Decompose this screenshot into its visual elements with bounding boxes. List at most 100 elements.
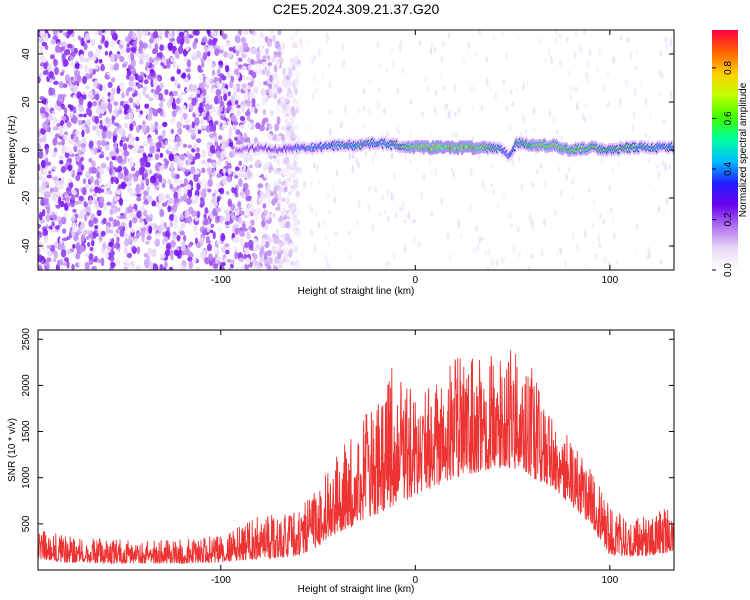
noise-speckle	[136, 197, 142, 202]
noise-speckle	[135, 125, 140, 133]
noise-speckle	[199, 74, 204, 80]
noise-speckle	[187, 154, 194, 160]
noise-speckle	[266, 197, 271, 206]
noise-speckle	[261, 96, 267, 106]
faint-speckle	[313, 163, 316, 169]
noise-speckle	[218, 159, 222, 166]
faint-speckle	[531, 182, 535, 188]
faint-speckle	[387, 215, 390, 222]
noise-speckle	[130, 189, 135, 197]
noise-speckle	[219, 100, 225, 107]
faint-speckle	[503, 253, 507, 262]
faint-speckle	[635, 249, 638, 257]
noise-speckle	[111, 87, 116, 95]
noise-speckle	[191, 209, 197, 217]
faint-speckle	[619, 35, 623, 42]
noise-speckle	[52, 30, 59, 36]
faint-speckle	[378, 62, 382, 69]
noise-speckle	[205, 236, 211, 241]
faint-speckle	[351, 165, 355, 174]
noise-speckle	[124, 122, 128, 129]
noise-speckle	[55, 225, 60, 230]
noise-speckle	[55, 44, 61, 53]
spectrogram-axes: -100 0 100 -40 -20 0 20 40	[21, 30, 674, 286]
noise-speckle	[208, 253, 213, 261]
noise-speckle	[108, 241, 114, 247]
faint-speckle	[665, 197, 669, 205]
noise-speckle	[245, 257, 251, 265]
noise-speckle	[212, 38, 217, 46]
faint-speckle	[634, 66, 637, 71]
noise-speckle	[59, 266, 65, 270]
noise-speckle	[136, 193, 142, 198]
faint-speckle	[598, 243, 602, 248]
noise-speckle	[149, 144, 155, 154]
faint-speckle	[668, 165, 672, 170]
noise-speckle	[81, 187, 87, 196]
noise-speckle	[136, 246, 141, 255]
faint-speckle	[613, 231, 616, 240]
faint-speckle	[331, 185, 335, 192]
noise-speckle	[91, 160, 96, 169]
noise-speckle	[216, 173, 222, 179]
noise-speckle	[241, 190, 245, 200]
faint-speckle	[608, 261, 611, 266]
noise-speckle	[196, 89, 200, 95]
faint-speckle	[452, 170, 456, 178]
noise-speckle	[72, 36, 77, 42]
noise-speckle	[228, 47, 233, 52]
faint-speckle	[383, 108, 386, 115]
noise-speckle	[96, 171, 100, 180]
noise-speckle	[67, 104, 72, 109]
noise-speckle	[294, 68, 299, 75]
faint-speckle	[356, 220, 359, 227]
noise-speckle	[174, 49, 179, 59]
faint-speckle	[355, 156, 359, 165]
noise-speckle	[119, 229, 125, 238]
faint-speckle	[528, 265, 531, 270]
noise-speckle	[113, 122, 120, 127]
noise-speckle	[175, 97, 181, 105]
noise-speckle	[231, 187, 236, 193]
noise-speckle	[48, 170, 52, 175]
faint-speckle	[490, 182, 493, 188]
noise-speckle	[226, 105, 232, 111]
noise-speckle	[73, 84, 79, 94]
noise-speckle	[55, 38, 61, 43]
noise-speckle	[290, 202, 297, 212]
faint-speckle	[381, 193, 384, 202]
noise-speckle	[109, 160, 113, 168]
noise-speckle	[61, 138, 65, 146]
noise-speckle	[195, 138, 202, 144]
noise-speckle	[237, 252, 243, 259]
noise-speckle	[79, 225, 83, 232]
noise-speckle	[148, 99, 153, 107]
faint-speckle	[442, 42, 445, 47]
noise-speckle	[273, 51, 279, 56]
snr-y-tick-label: 2000	[21, 374, 32, 397]
noise-speckle	[38, 206, 41, 212]
noise-speckle	[106, 187, 111, 192]
noise-speckle	[104, 74, 110, 80]
faint-speckle	[490, 87, 493, 93]
noise-speckle	[224, 243, 230, 248]
faint-speckle	[540, 251, 544, 257]
noise-speckle	[92, 100, 97, 107]
noise-speckle	[66, 260, 70, 269]
noise-speckle	[277, 250, 282, 260]
noise-speckle	[279, 56, 284, 65]
noise-speckle	[75, 130, 80, 137]
noise-speckle	[96, 140, 102, 147]
noise-speckle	[155, 92, 159, 102]
noise-speckle	[134, 142, 140, 152]
noise-speckle	[135, 108, 141, 113]
faint-speckle	[483, 185, 487, 194]
noise-speckle	[266, 184, 271, 189]
noise-speckle	[242, 172, 248, 179]
noise-speckle	[159, 165, 165, 172]
noise-speckle	[54, 66, 59, 76]
noise-speckle	[171, 186, 177, 193]
noise-speckle	[61, 93, 67, 98]
noise-speckle	[63, 107, 68, 115]
noise-speckle	[87, 199, 93, 205]
